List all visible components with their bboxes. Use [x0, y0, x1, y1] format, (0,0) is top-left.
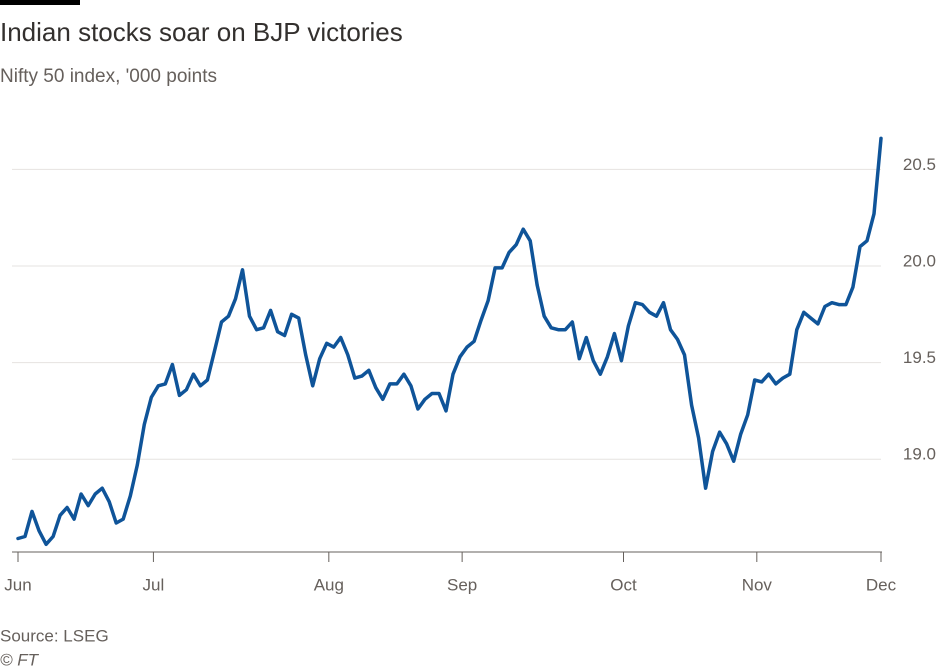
credit: © FT: [0, 650, 40, 669]
x-tick-label: Sep: [447, 575, 477, 594]
chart-title: Indian stocks soar on BJP victories: [0, 17, 403, 47]
x-tick-label: Dec: [866, 575, 897, 594]
y-tick-label: 20.5: [903, 155, 936, 174]
line-series: [16, 136, 883, 547]
y-tick-label: 20.0: [903, 251, 936, 270]
y-tick-label: 19.0: [903, 445, 936, 464]
x-tick-label: Aug: [314, 575, 344, 594]
x-tick-label: Nov: [742, 575, 773, 594]
x-tick-label: Jun: [4, 575, 31, 594]
brand-bar: [0, 0, 80, 5]
y-tick-label: 19.5: [903, 348, 936, 367]
source: Source: LSEG: [0, 626, 109, 645]
x-tick-label: Jul: [143, 575, 165, 594]
x-tick-label: Oct: [610, 575, 637, 594]
chart-subtitle: Nifty 50 index, '000 points: [0, 66, 217, 87]
